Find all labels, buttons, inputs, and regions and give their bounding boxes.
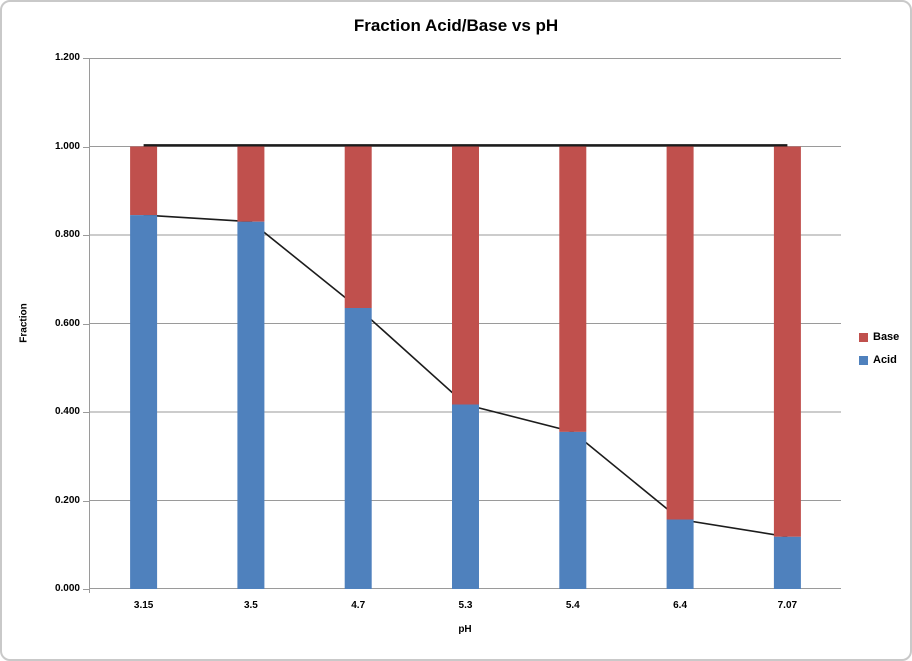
chart-title: Fraction Acid/Base vs pH xyxy=(353,16,559,35)
legend-item-acid: Acid xyxy=(859,355,899,366)
bar-segment-acid xyxy=(773,536,801,589)
y-tick-mark xyxy=(83,58,89,59)
bar-segment-base xyxy=(237,146,265,222)
legend-label-base: Base xyxy=(873,331,900,343)
y-axis-title: Fraction xyxy=(18,303,30,343)
bar-segment-acid xyxy=(130,215,158,589)
legend-swatch-base xyxy=(859,333,868,342)
x-tick-label: 7.07 xyxy=(777,600,798,611)
y-axis-line xyxy=(89,58,90,590)
y-tick-label: 0.600 xyxy=(54,317,80,329)
x-tick-label: 6.4 xyxy=(673,600,688,611)
x-tick-label: 4.7 xyxy=(351,600,366,611)
y-tick-label: 0.400 xyxy=(54,406,80,417)
x-axis-title: pH xyxy=(458,624,472,635)
x-tick-label: 3.15 xyxy=(133,600,154,611)
y-tick-label: 0.000 xyxy=(54,583,80,594)
legend-label-acid: Acid xyxy=(873,354,897,366)
y-tick-mark xyxy=(83,147,89,148)
bar-segment-acid xyxy=(559,431,587,589)
bar-segment-base xyxy=(344,146,372,308)
legend: Base Acid xyxy=(859,332,899,378)
x-tick-label: 5.3 xyxy=(458,600,473,611)
x-axis-tick xyxy=(89,589,90,593)
y-tick-label: 0.800 xyxy=(54,229,80,240)
y-tick-label: 0.200 xyxy=(54,494,80,506)
bar-segment-acid xyxy=(452,404,479,589)
y-tick-mark xyxy=(83,501,89,502)
bar-segment-acid xyxy=(344,308,372,589)
x-tick-label: 3.5 xyxy=(243,600,258,611)
bar-segment-base xyxy=(452,146,479,405)
bar-segment-acid xyxy=(237,221,265,589)
y-tick-mark xyxy=(83,412,89,413)
x-tick-label: 5.4 xyxy=(565,600,580,611)
bar-segment-base xyxy=(130,146,158,216)
y-tick-mark xyxy=(83,235,89,236)
plot-area xyxy=(90,58,841,589)
legend-item-base: Base xyxy=(859,332,899,343)
y-tick-mark xyxy=(83,589,89,590)
y-tick-mark xyxy=(83,324,89,325)
bar-segment-base xyxy=(559,146,587,432)
y-tick-label: 1.000 xyxy=(54,140,80,152)
bar-segment-acid xyxy=(666,519,694,589)
bar-segment-base xyxy=(773,146,801,537)
y-tick-label: 1.200 xyxy=(54,52,80,63)
legend-swatch-acid xyxy=(859,356,868,365)
bar-segment-base xyxy=(666,146,694,520)
plot-canvas xyxy=(90,58,841,589)
